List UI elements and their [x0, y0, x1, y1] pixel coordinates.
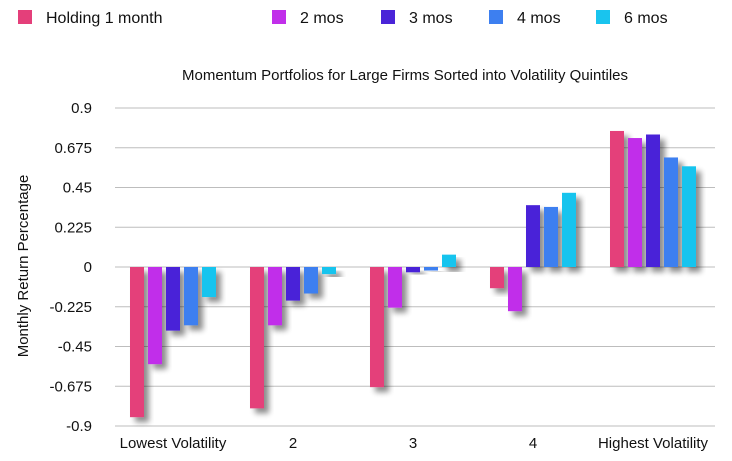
bar — [442, 254, 456, 267]
bar — [250, 267, 264, 409]
bar — [406, 267, 420, 273]
legend-swatch — [272, 10, 286, 24]
bar — [508, 267, 522, 312]
legend-label: 4 mos — [517, 10, 561, 27]
bar — [370, 267, 384, 388]
bar — [628, 138, 642, 267]
legend-label: Holding 1 month — [46, 10, 163, 27]
y-tick-label: 0.45 — [63, 180, 92, 197]
bars — [130, 130, 696, 418]
bar — [304, 267, 318, 294]
x-tick-label: Highest Volatility — [598, 435, 709, 452]
bar — [184, 267, 198, 326]
bar — [268, 267, 282, 326]
legend-swatch — [489, 10, 503, 24]
y-tick-label: -0.675 — [49, 378, 92, 395]
bar — [424, 267, 438, 271]
bar — [664, 157, 678, 267]
x-tick-label: 2 — [289, 435, 297, 452]
x-tick-labels: Lowest Volatility 2 3 4 Highest Volatility — [120, 435, 709, 452]
x-tick-label: 3 — [409, 435, 417, 452]
chart-title: Momentum Portfolios for Large Firms Sort… — [182, 67, 628, 84]
bar — [646, 134, 660, 267]
bar — [562, 192, 576, 267]
bar — [166, 267, 180, 331]
y-tick-label: -0.225 — [49, 299, 92, 316]
y-tick-label: 0 — [84, 259, 92, 276]
x-tick-label: 4 — [529, 435, 537, 452]
bar — [148, 267, 162, 365]
legend-label: 3 mos — [409, 10, 453, 27]
bar — [490, 267, 504, 289]
bar — [286, 267, 300, 301]
bar — [544, 206, 558, 267]
legend-swatch — [596, 10, 610, 24]
legend-label: 2 mos — [300, 10, 344, 27]
x-tick-label: Lowest Volatility — [120, 435, 227, 452]
bar — [130, 267, 144, 418]
legend: Holding 1 month 2 mos 3 mos 4 mos 6 mos — [18, 10, 668, 27]
y-tick-labels: 0.9 0.675 0.45 0.225 0 -0.225 -0.45 -0.675 -0.9 — [49, 100, 92, 435]
y-tick-label: 0.225 — [54, 219, 92, 236]
y-tick-label: -0.45 — [58, 339, 92, 356]
bar — [682, 166, 696, 267]
bar — [388, 267, 402, 308]
bar — [610, 130, 624, 267]
y-tick-label: 0.675 — [54, 140, 92, 157]
bar — [526, 205, 540, 267]
bar — [322, 267, 336, 275]
y-tick-label: -0.9 — [66, 418, 92, 435]
legend-swatch — [381, 10, 395, 24]
bar — [202, 267, 216, 298]
y-tick-label: 0.9 — [71, 100, 92, 117]
y-axis-label: Monthly Return Percentage — [15, 175, 32, 358]
legend-label: 6 mos — [624, 10, 668, 27]
legend-swatch — [18, 10, 32, 24]
